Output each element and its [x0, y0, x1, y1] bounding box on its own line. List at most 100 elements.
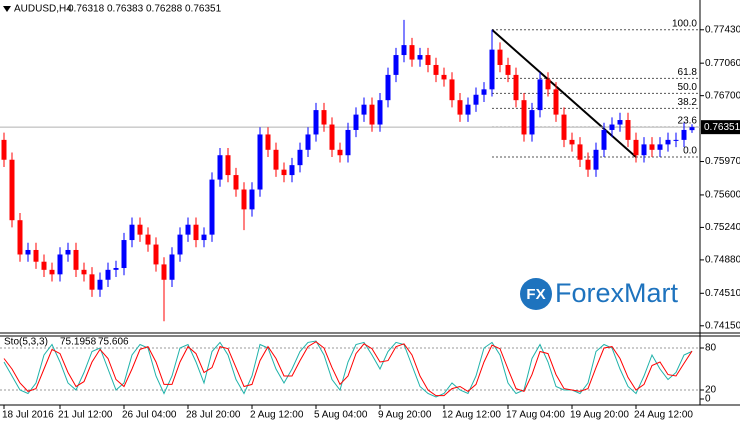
- y-tick-label: 0.75240: [705, 222, 740, 233]
- candle-body: [241, 189, 247, 210]
- x-tick-label: 17 Aug 04:00: [506, 410, 565, 421]
- ohlc-high: 0.76383: [107, 4, 144, 15]
- candle-body: [145, 234, 151, 245]
- candle-body: [17, 220, 23, 255]
- candle-body: [41, 261, 47, 270]
- candle-body: [449, 79, 455, 101]
- candle-body: [689, 127, 695, 131]
- candle-body: [649, 144, 655, 150]
- indicator-line: [3, 341, 693, 397]
- candle-body: [537, 79, 543, 111]
- candle-body: [657, 144, 663, 150]
- fib-label: 50.0: [678, 82, 698, 93]
- candle-body: [345, 129, 351, 156]
- candle-body: [257, 134, 263, 190]
- x-tick-label: 26 Jul 04:00: [122, 410, 177, 421]
- candle-body: [609, 124, 615, 130]
- indicator-main-value: 75.1958: [60, 337, 97, 348]
- candle-body: [361, 104, 367, 115]
- fib-label: 0.0: [683, 146, 697, 157]
- candle-body: [217, 155, 223, 180]
- candle-body: [153, 244, 159, 265]
- candle-body: [521, 100, 527, 135]
- candle-body: [201, 234, 207, 241]
- candle-body: [633, 139, 639, 156]
- candle-body: [121, 240, 127, 269]
- candle-body: [369, 104, 375, 125]
- candle-body: [617, 120, 623, 125]
- candle-body: [321, 110, 327, 125]
- candle-body: [209, 179, 215, 235]
- x-tick-label: 24 Aug 12:00: [634, 410, 693, 421]
- y-tick-label: 0.74150: [705, 320, 740, 331]
- plot-layer: 0.77430 0.77060 0.76700 0.75970 0.75600 0.752…: [0, 18, 740, 421]
- logo-text: ForexMart: [555, 278, 679, 308]
- logo-icon: [520, 278, 552, 310]
- candle-body: [393, 55, 399, 75]
- candle-body: [529, 110, 535, 135]
- x-tick-label: 21 Jul 12:00: [58, 410, 113, 421]
- candle-body: [585, 159, 591, 170]
- candle-body: [489, 49, 495, 90]
- indicator-name: Sto(5,3,3): [4, 337, 48, 348]
- y-tick-label: 20: [705, 385, 717, 396]
- candle-body: [441, 74, 447, 80]
- candle-body: [377, 100, 383, 125]
- candle-body: [457, 100, 463, 115]
- candle-body: [297, 149, 303, 166]
- candle-body: [569, 139, 575, 145]
- candle-body: [681, 129, 687, 140]
- y-tick-label: 0.77060: [705, 58, 740, 69]
- candle-body: [673, 139, 679, 141]
- candle-body: [481, 89, 487, 95]
- candle-body: [1, 139, 7, 160]
- y-tick-label: 0.74510: [705, 288, 740, 299]
- candle-body: [89, 274, 95, 290]
- fib-label: 38.2: [678, 97, 698, 108]
- candle-body: [49, 269, 55, 275]
- fib-label: 23.6: [678, 116, 698, 127]
- x-tick-label: 18 Jul 2016: [2, 410, 54, 421]
- x-tick-label: 12 Aug 12:00: [442, 410, 501, 421]
- candle-body: [473, 94, 479, 105]
- candle-body: [289, 165, 295, 176]
- candle-body: [313, 110, 319, 135]
- x-tick-label: 9 Aug 20:00: [378, 410, 432, 421]
- candle-body: [225, 155, 231, 176]
- candle-body: [601, 129, 607, 150]
- indicator-line: [3, 340, 693, 398]
- candle-body: [561, 114, 567, 140]
- candle-body: [177, 234, 183, 255]
- candle-body: [65, 249, 71, 255]
- candle-body: [33, 249, 39, 262]
- current-price-label: 0.76351: [704, 122, 740, 133]
- fib-label: 61.8: [678, 67, 698, 78]
- candle-body: [273, 149, 279, 170]
- y-tick-label: 0.77430: [705, 24, 740, 35]
- candle-body: [57, 254, 63, 275]
- candle-body: [193, 224, 199, 241]
- x-tick-label: 2 Aug 12:00: [250, 410, 304, 421]
- symbol: AUDUSD,H4: [14, 4, 72, 15]
- candle-body: [105, 269, 111, 280]
- candle-body: [665, 139, 671, 145]
- candle-body: [329, 124, 335, 150]
- logo-icon-text: FX: [526, 286, 545, 303]
- candle-body: [113, 268, 119, 270]
- ohlc-low: 0.76288: [146, 4, 183, 15]
- candle-body: [281, 169, 287, 176]
- y-tick-label: 0.76700: [705, 90, 740, 101]
- candle-body: [505, 64, 511, 75]
- ohlc-open: 0.76318: [68, 4, 105, 15]
- candle-body: [513, 74, 519, 101]
- candle-body: [641, 144, 647, 156]
- y-tick-label: 0.75970: [705, 156, 740, 167]
- candle-body: [465, 104, 471, 115]
- x-tick-label: 5 Aug 04:00: [314, 410, 368, 421]
- candle-body: [497, 49, 503, 65]
- symbol-menu-icon[interactable]: [3, 6, 11, 12]
- y-tick-label: 0.75600: [705, 190, 740, 201]
- candle-body: [161, 264, 167, 280]
- candle-body: [265, 134, 271, 150]
